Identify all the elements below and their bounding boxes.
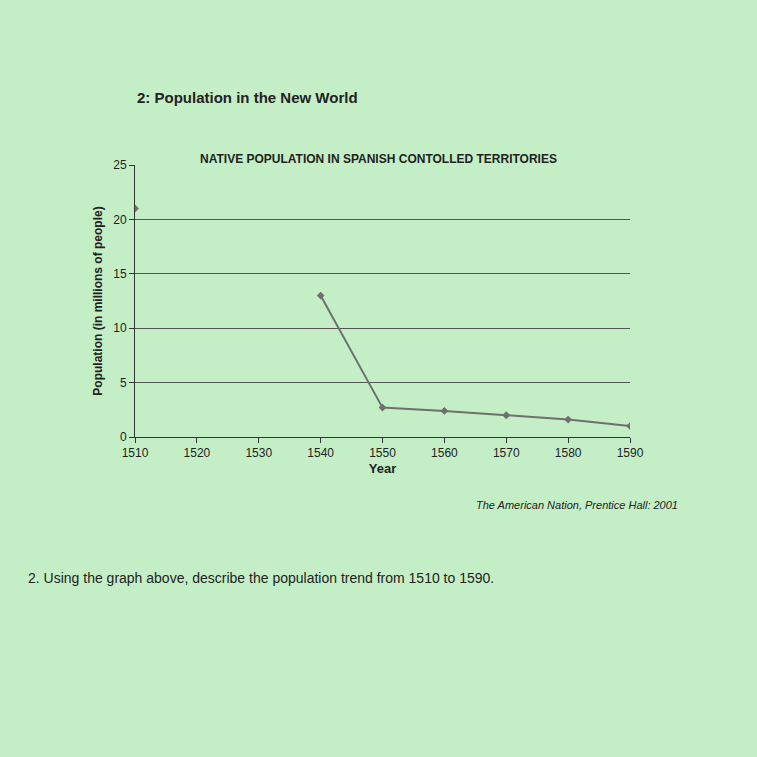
svg-text:1570: 1570 xyxy=(493,446,520,460)
svg-text:Year: Year xyxy=(369,461,396,476)
svg-text:2: Population in the New World: 2: Population in the New World xyxy=(137,89,358,106)
svg-text:NATIVE POPULATION IN SPANISH C: NATIVE POPULATION IN SPANISH CONTOLLED T… xyxy=(200,152,557,166)
svg-text:1560: 1560 xyxy=(431,446,458,460)
svg-text:1580: 1580 xyxy=(555,446,582,460)
svg-text:25: 25 xyxy=(113,158,127,172)
svg-text:The American Nation, Prentice: The American Nation, Prentice Hall: 2001 xyxy=(476,499,678,511)
svg-text:2. Using the graph above, desc: 2. Using the graph above, describe the p… xyxy=(28,570,494,586)
svg-text:15: 15 xyxy=(113,267,127,281)
svg-text:1510: 1510 xyxy=(122,446,149,460)
svg-text:1550: 1550 xyxy=(369,446,396,460)
svg-text:1590: 1590 xyxy=(617,446,644,460)
svg-text:1520: 1520 xyxy=(184,446,211,460)
svg-text:Population (in millions of peo: Population (in millions of people) xyxy=(91,206,105,395)
svg-text:1530: 1530 xyxy=(245,446,272,460)
svg-text:10: 10 xyxy=(113,321,127,335)
svg-text:0: 0 xyxy=(120,430,127,444)
svg-text:1540: 1540 xyxy=(307,446,334,460)
svg-text:20: 20 xyxy=(113,213,127,227)
svg-text:5: 5 xyxy=(120,376,127,390)
